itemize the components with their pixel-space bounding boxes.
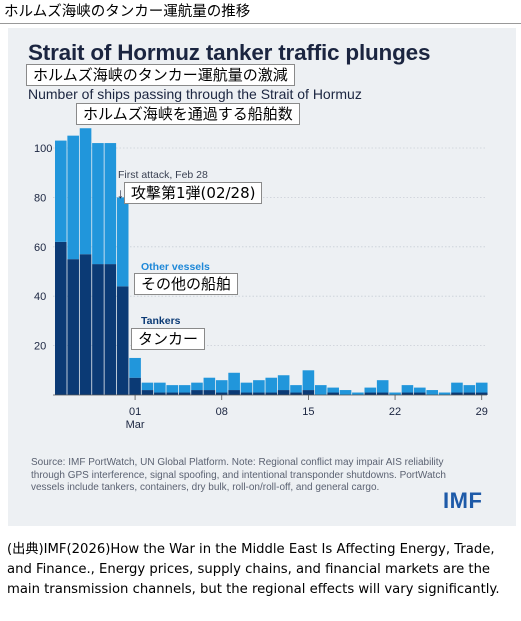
bar-other-vessels [253, 380, 265, 393]
bar-other-vessels [228, 372, 240, 391]
bar-tankers [401, 392, 414, 395]
x-tick-label: 15 [302, 406, 314, 418]
bar-tankers [475, 392, 488, 395]
bar-other-vessels [364, 387, 377, 393]
bar-other-vessels [414, 387, 426, 393]
bar-tankers [414, 392, 426, 395]
bar-other-vessels [55, 140, 67, 242]
bar-other-vessels [240, 382, 253, 393]
bar-other-vessels [141, 382, 154, 391]
bar-other-vessels [265, 377, 278, 393]
bar-other-vessels [178, 385, 191, 393]
bar-other-vessels [327, 387, 339, 393]
chart-title-jp: ホルムズ海峡のタンカー運航量の激減 [26, 64, 295, 86]
first-attack-arrow: ↓ [117, 185, 124, 201]
bar-tankers [67, 259, 79, 395]
bar-other-vessels [438, 392, 451, 395]
bar-other-vessels [154, 382, 166, 393]
y-tick-label: 60 [34, 242, 46, 254]
imf-logo: IMF [443, 488, 483, 513]
bar-other-vessels [92, 143, 104, 265]
tankers-label: Tankers [141, 315, 181, 327]
bar-tankers [116, 286, 129, 395]
y-tick-label: 40 [34, 291, 46, 303]
bar-other-vessels [314, 385, 327, 395]
bar-other-vessels [104, 143, 117, 265]
chart-subtitle: Number of ships passing through the Stra… [28, 86, 362, 102]
bar-other-vessels [339, 390, 352, 395]
bar-tankers [277, 390, 290, 395]
bar-tankers [327, 392, 339, 395]
bar-tankers [215, 392, 228, 395]
bar-other-vessels [166, 385, 179, 393]
page-header: ホルムズ海峡のタンカー運航量の推移 [0, 0, 521, 24]
x-tick-label: 22 [389, 406, 401, 418]
other-vessels-jp-label: その他の船舶 [134, 273, 239, 295]
bar-tankers [376, 392, 389, 395]
x-tick-label: 01 [129, 406, 141, 418]
bar-other-vessels [191, 382, 203, 391]
bar-other-vessels [376, 380, 389, 393]
bar-other-vessels [79, 128, 92, 255]
bar-tankers [451, 392, 463, 395]
bar-tankers [141, 390, 154, 395]
first-attack-label: First attack, Feb 28 [118, 169, 208, 181]
y-tick-label: 20 [34, 341, 46, 353]
bar-other-vessels [401, 385, 414, 393]
x-tick-label: 29 [476, 406, 488, 418]
bar-tankers [104, 264, 117, 395]
chart-subtitle-jp: ホルムズ海峡を通過する船舶数 [76, 103, 300, 125]
bar-other-vessels [116, 197, 129, 287]
bar-tankers [228, 390, 240, 395]
bar-tankers [178, 392, 191, 395]
x-tick-month-label: Mar [126, 419, 145, 431]
bar-tankers [290, 392, 302, 395]
bar-other-vessels [215, 380, 228, 393]
bar-tankers [55, 241, 67, 395]
bar-tankers [79, 254, 92, 395]
bar-tankers [240, 392, 253, 395]
bar-other-vessels [389, 392, 401, 395]
bar-tankers [265, 392, 278, 395]
bar-tankers [253, 392, 265, 395]
tankers-jp-label: タンカー [131, 328, 206, 350]
bar-other-vessels [352, 392, 364, 395]
y-tick-label: 100 [34, 143, 52, 155]
source-note: Source: IMF PortWatch, UN Global Platfor… [31, 457, 446, 493]
bar-other-vessels [451, 382, 463, 393]
bar-other-vessels [463, 385, 476, 393]
first-attack-jp-label: 攻撃第1弾(02/28) [124, 182, 263, 204]
bar-tankers [364, 392, 377, 395]
other-vessels-label: Other vessels [141, 261, 210, 273]
bar-other-vessels [290, 385, 302, 393]
bar-tankers [154, 392, 166, 395]
bar-other-vessels [203, 377, 216, 391]
chart-title: Strait of Hormuz tanker traffic plunges [28, 40, 431, 65]
bar-tankers [203, 390, 216, 395]
bar-tankers [463, 392, 476, 395]
bar-tankers [129, 377, 141, 395]
bar-other-vessels [129, 357, 141, 378]
bar-other-vessels [426, 390, 438, 395]
bar-tankers [191, 390, 203, 395]
bar-tankers [302, 390, 315, 395]
bar-other-vessels [277, 375, 290, 391]
bar-other-vessels [302, 370, 315, 391]
bar-tankers [166, 392, 179, 395]
bar-other-vessels [67, 135, 79, 260]
y-tick-label: 80 [34, 192, 46, 204]
x-tick-label: 08 [216, 406, 228, 418]
bar-tankers [92, 264, 104, 395]
citation-text: (出典)IMF(2026)How the War in the Middle E… [7, 542, 500, 597]
bar-other-vessels [475, 382, 488, 393]
